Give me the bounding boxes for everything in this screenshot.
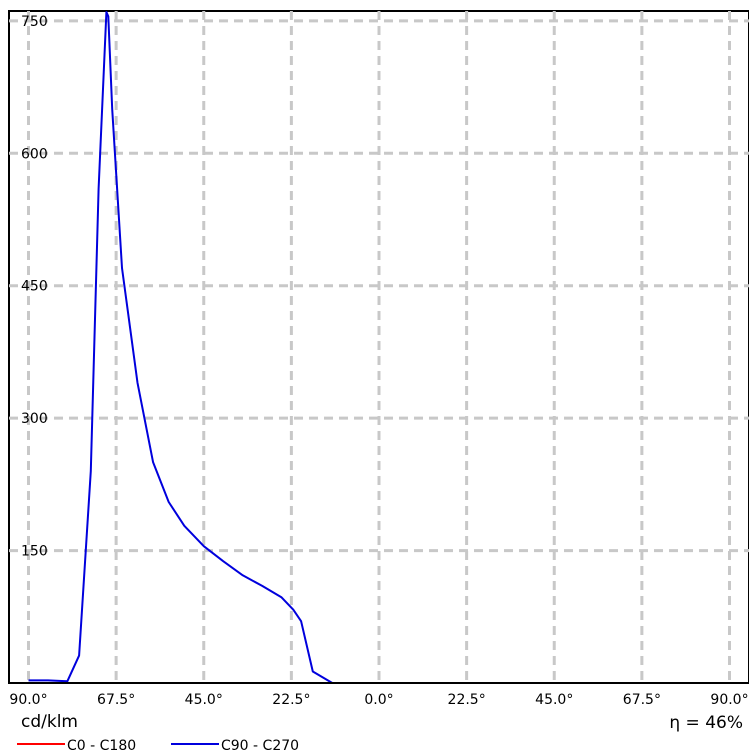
efficiency-label: η = 46% [669,713,743,733]
y-tick-label: 450 [21,279,48,295]
x-tick-label: 90.0° [9,692,47,708]
x-tick-label: 90.0° [710,692,748,708]
legend-label-c0-c180: C0 - C180 [67,738,136,754]
x-tick-labels: 90.0° 67.5° 45.0° 22.5° 0.0° 22.5° 45.0° 67.5° 9… [9,692,748,708]
y-axis-unit-label: cd/klm [21,712,78,732]
x-tick-label: 67.5° [97,692,135,708]
x-tick-label: 67.5° [623,692,661,708]
y-tick-label: 300 [21,411,48,427]
legend-label-c90-c270: C90 - C270 [221,738,299,754]
legend: C0 - C180 C90 - C270 [17,738,299,754]
x-tick-label: 45.0° [535,692,573,708]
x-tick-label: 0.0° [364,692,393,708]
series-line-c90-c270 [28,11,360,684]
x-tick-label: 22.5° [448,692,486,708]
grid [9,11,749,683]
y-tick-label: 150 [21,544,48,560]
x-tick-label: 45.0° [185,692,223,708]
x-tick-label: 22.5° [272,692,310,708]
y-tick-label: 750 [21,14,48,30]
y-tick-label: 600 [21,146,48,162]
y-tick-labels: 150 300 450 600 750 [21,14,48,560]
